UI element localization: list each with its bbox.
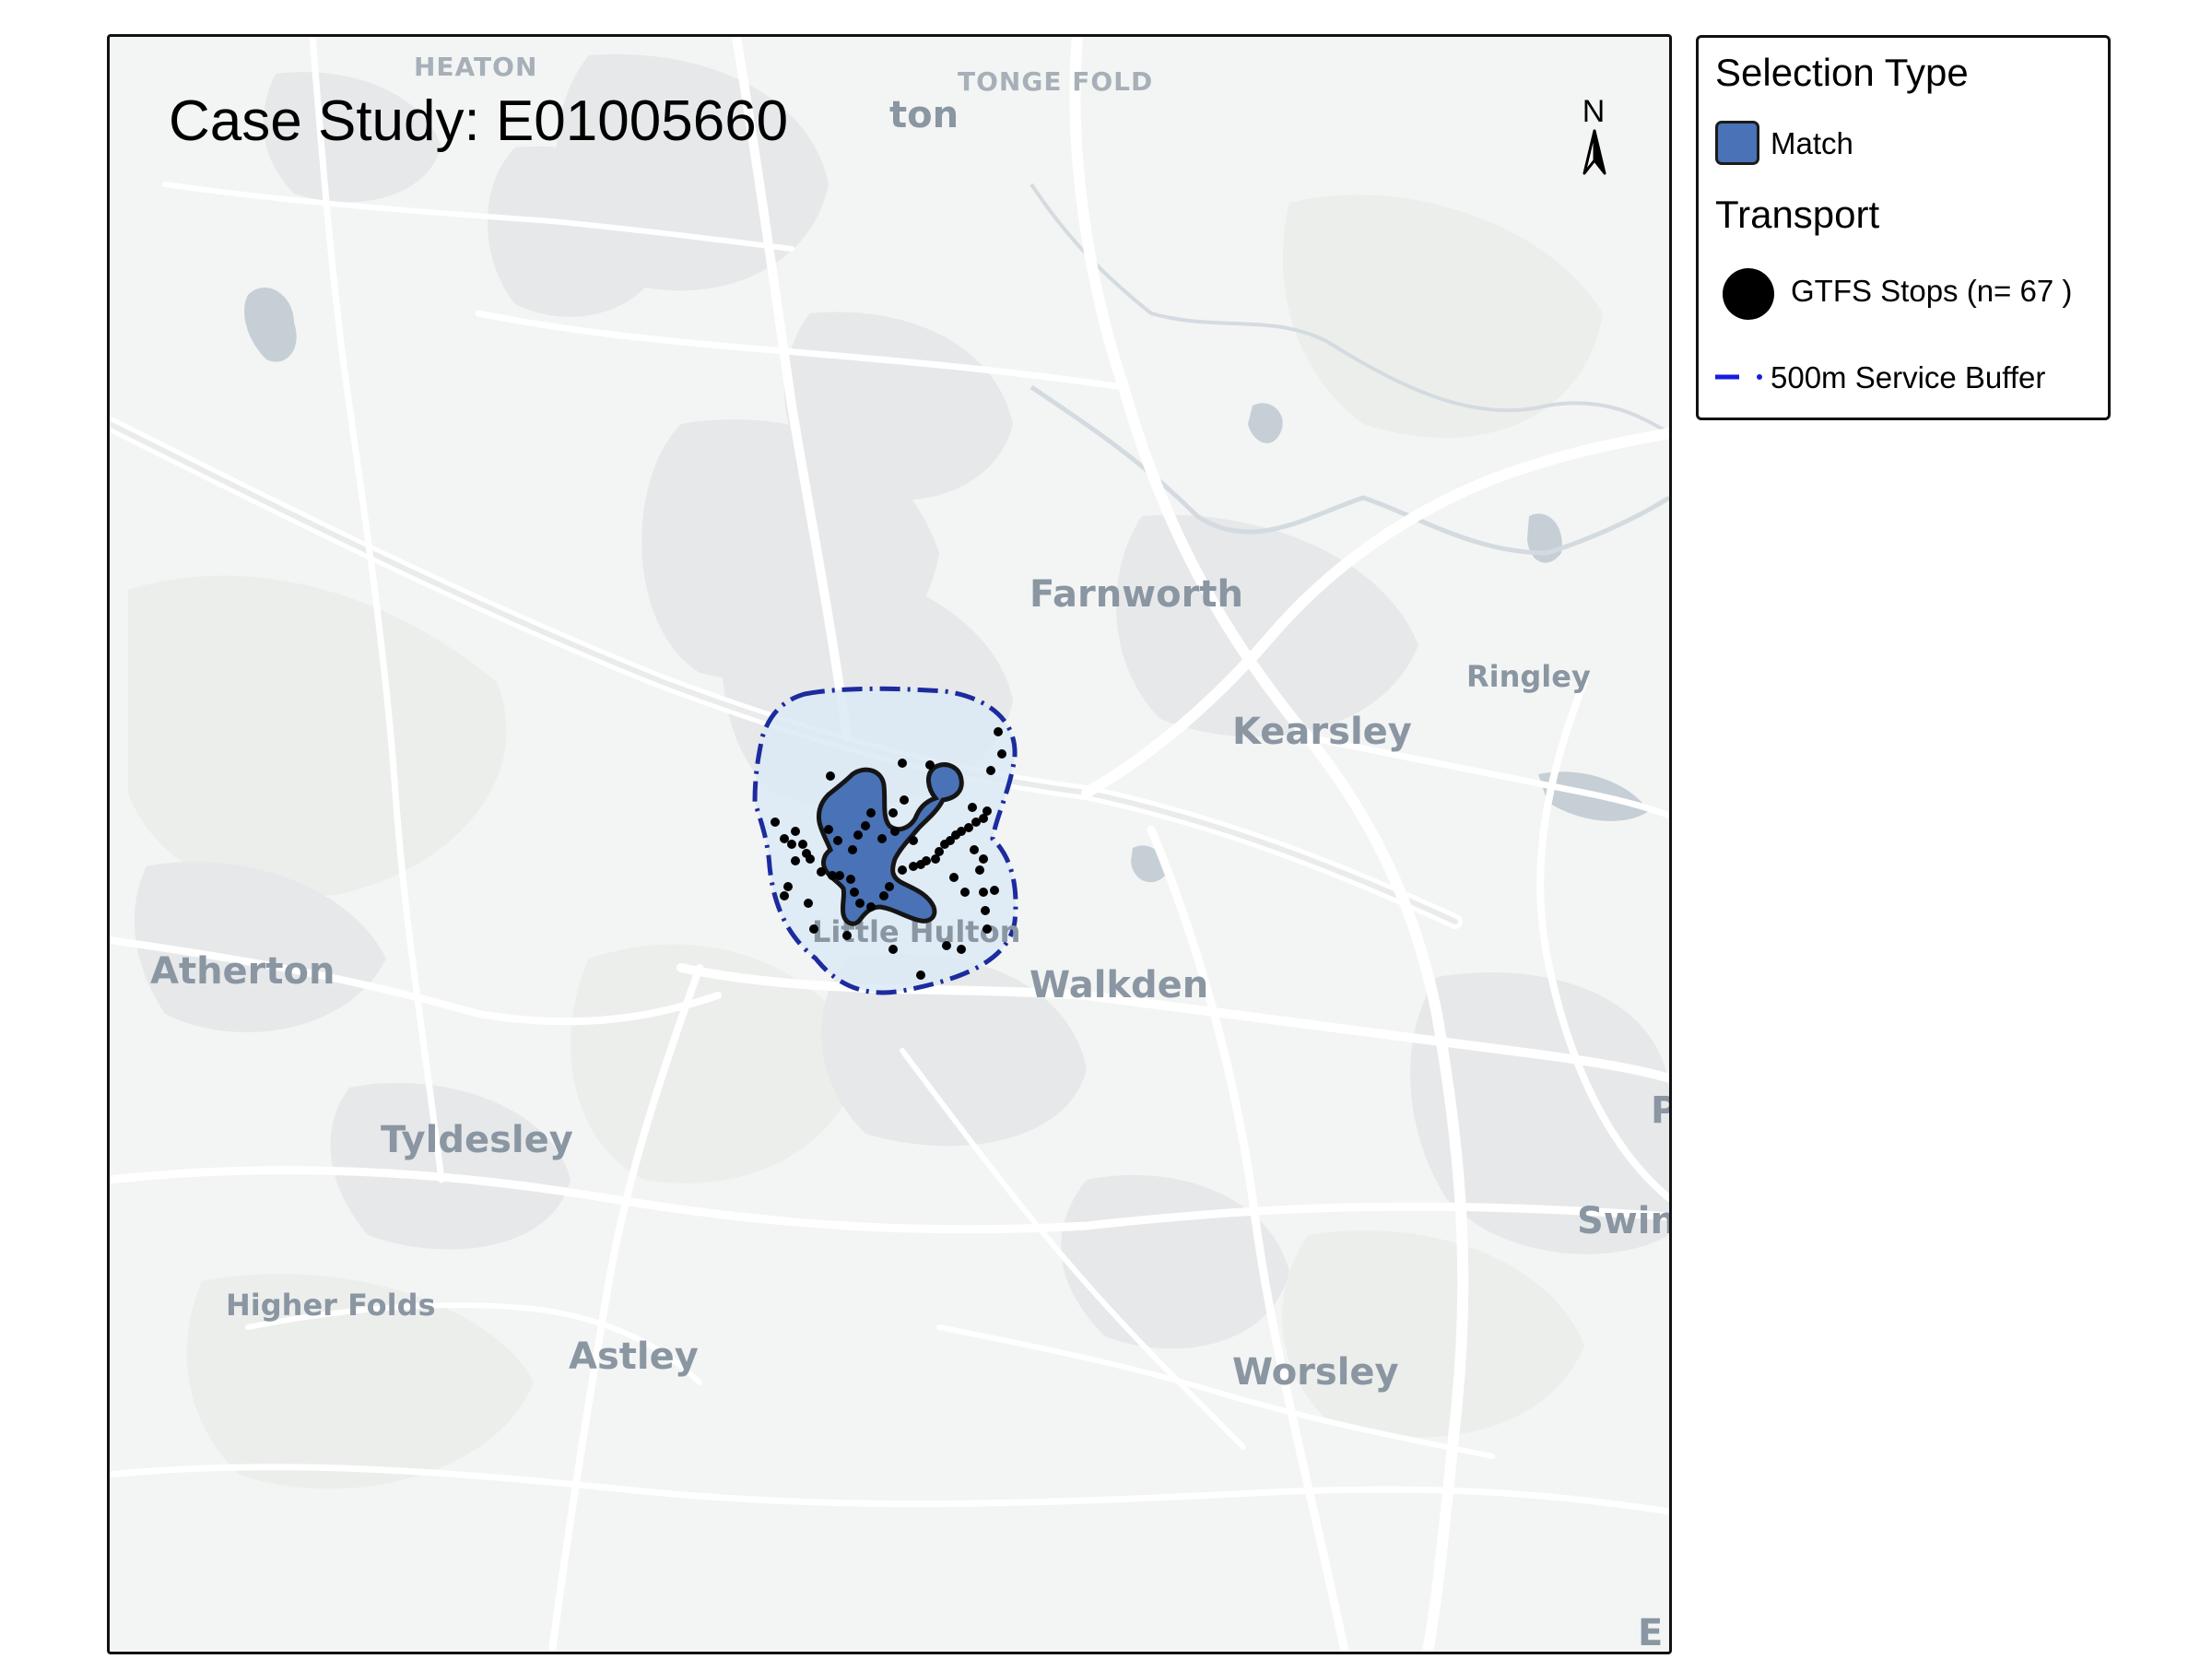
map-title: Case Study: E01005660 [169,89,789,153]
gtfs-stop-marker[interactable] [771,818,780,827]
place-label-bolton-fragment: ton [889,94,959,136]
place-label-walkden: Walkden [1030,964,1208,1006]
gtfs-stop-marker[interactable] [900,795,909,805]
gtfs-stop-marker[interactable] [798,840,807,849]
gtfs-stop-marker[interactable] [982,806,992,816]
gtfs-stop-marker[interactable] [835,871,844,880]
water-features [244,287,1649,883]
gtfs-stop-marker[interactable] [949,873,959,882]
gtfs-stop-marker[interactable] [888,808,898,818]
match-swatch-icon [1715,121,1759,165]
gtfs-stop-marker[interactable] [833,836,842,845]
place-label-swinton-fragment: Swin [1577,1200,1669,1242]
gtfs-stop-marker[interactable] [848,845,857,854]
gtfs-stop-marker[interactable] [957,945,966,954]
basemap: HEATON TONGE FOLD ton Farnworth Kearsley… [110,37,1669,1652]
gtfs-stop-marker[interactable] [879,891,888,900]
gtfs-stop-marker[interactable] [861,821,870,830]
match-lsoa-polygon[interactable] [817,762,964,926]
place-label-heaton: HEATON [414,52,537,82]
gtfs-stop-marker[interactable] [866,808,876,818]
place-label-pendlebury-fragment: P [1651,1089,1669,1132]
gtfs-stop-marker[interactable] [809,924,818,934]
gtfs-stop-marker[interactable] [925,760,935,770]
legend-transport-heading: Transport [1715,193,1880,236]
gtfs-stop-marker[interactable] [828,871,837,880]
gtfs-stop-marker[interactable] [909,862,918,871]
gtfs-stop-marker[interactable] [964,823,973,832]
gtfs-stop-marker[interactable] [787,840,796,849]
gtfs-stop-marker[interactable] [916,971,925,980]
buffer-line-icon [1715,374,1762,380]
north-label: N [1582,94,1606,129]
gtfs-stop-marker[interactable] [970,845,979,854]
place-label-ringley: Ringley [1466,659,1591,694]
gtfs-stop-marker[interactable] [898,865,907,875]
gtfs-stop-marker[interactable] [997,749,1006,759]
gtfs-stop-marker[interactable] [986,766,995,775]
gtfs-stop-marker[interactable] [791,856,800,865]
place-label-worsley: Worsley [1232,1351,1399,1394]
river-line-2 [1030,182,1669,435]
gtfs-stop-marker[interactable] [804,899,813,908]
gtfs-stop-marker[interactable] [898,759,907,768]
place-label-atherton: Atherton [150,950,335,993]
gtfs-stop-marker[interactable] [942,941,951,950]
legend-selection-heading: Selection Type [1715,51,1969,94]
gtfs-stop-marker[interactable] [783,882,793,891]
gtfs-stop-marker[interactable] [791,827,800,836]
gtfs-stop-marker[interactable] [888,945,898,954]
gtfs-stop-marker[interactable] [817,867,826,877]
gtfs-stop-marker[interactable] [971,818,981,827]
gtfs-stop-marker[interactable] [866,902,876,912]
gtfs-stop-marker[interactable] [909,836,918,845]
map-panel[interactable]: HEATON TONGE FOLD ton Farnworth Kearsley… [107,34,1672,1654]
legend-stops-label: GTFS Stops (n= 67 ) [1791,274,2073,308]
place-label-astley: Astley [569,1335,699,1378]
gtfs-stop-marker[interactable] [931,854,940,864]
gtfs-stop-marker[interactable] [935,847,944,856]
gtfs-stop-marker[interactable] [846,875,855,884]
gtfs-stop-marker[interactable] [975,865,984,875]
gtfs-stop-marker[interactable] [960,888,970,897]
gtfs-stop-marker[interactable] [855,899,865,908]
gtfs-stop-marker[interactable] [979,854,988,864]
gtfs-stops [771,727,1006,980]
gtfs-stop-marker[interactable] [824,825,833,834]
gtfs-stop-marker[interactable] [922,856,931,865]
legend-buffer-label: 500m Service Buffer [1771,360,2046,394]
gtfs-stop-marker[interactable] [890,827,900,836]
place-label-tyldesley: Tyldesley [381,1119,573,1161]
river-line [1030,384,1669,556]
legend: Selection Type Match Transport GTFS Stop… [1696,35,2111,420]
place-label-higher-folds: Higher Folds [226,1288,436,1323]
gtfs-stop-marker[interactable] [806,854,815,864]
gtfs-stop-marker[interactable] [994,727,1003,736]
place-label-eccles-fragment: E [1638,1612,1663,1652]
place-label-farnworth: Farnworth [1030,573,1243,616]
gtfs-stop-marker[interactable] [877,834,887,843]
gtfs-stop-icon [1723,268,1774,320]
gtfs-stop-marker[interactable] [979,888,988,897]
gtfs-stop-marker[interactable] [990,886,999,895]
gtfs-stop-marker[interactable] [850,888,859,897]
gtfs-stop-marker[interactable] [780,891,789,900]
place-label-tonge-fold: TONGE FOLD [958,66,1153,97]
gtfs-stop-marker[interactable] [957,827,966,836]
gtfs-stop-marker[interactable] [981,906,990,915]
legend-match-label: Match [1771,126,1853,160]
gtfs-stop-marker[interactable] [780,834,789,843]
gtfs-stop-marker[interactable] [853,830,863,840]
north-arrow-icon [1583,129,1606,175]
land-patches [128,194,1603,1489]
gtfs-stop-marker[interactable] [826,771,835,781]
gtfs-stop-marker[interactable] [842,931,852,940]
gtfs-stop-marker[interactable] [982,924,992,934]
gtfs-stop-marker[interactable] [968,803,977,812]
gtfs-stop-marker[interactable] [885,882,894,891]
place-label-kearsley: Kearsley [1232,711,1412,753]
gtfs-stop-marker[interactable] [979,814,988,823]
